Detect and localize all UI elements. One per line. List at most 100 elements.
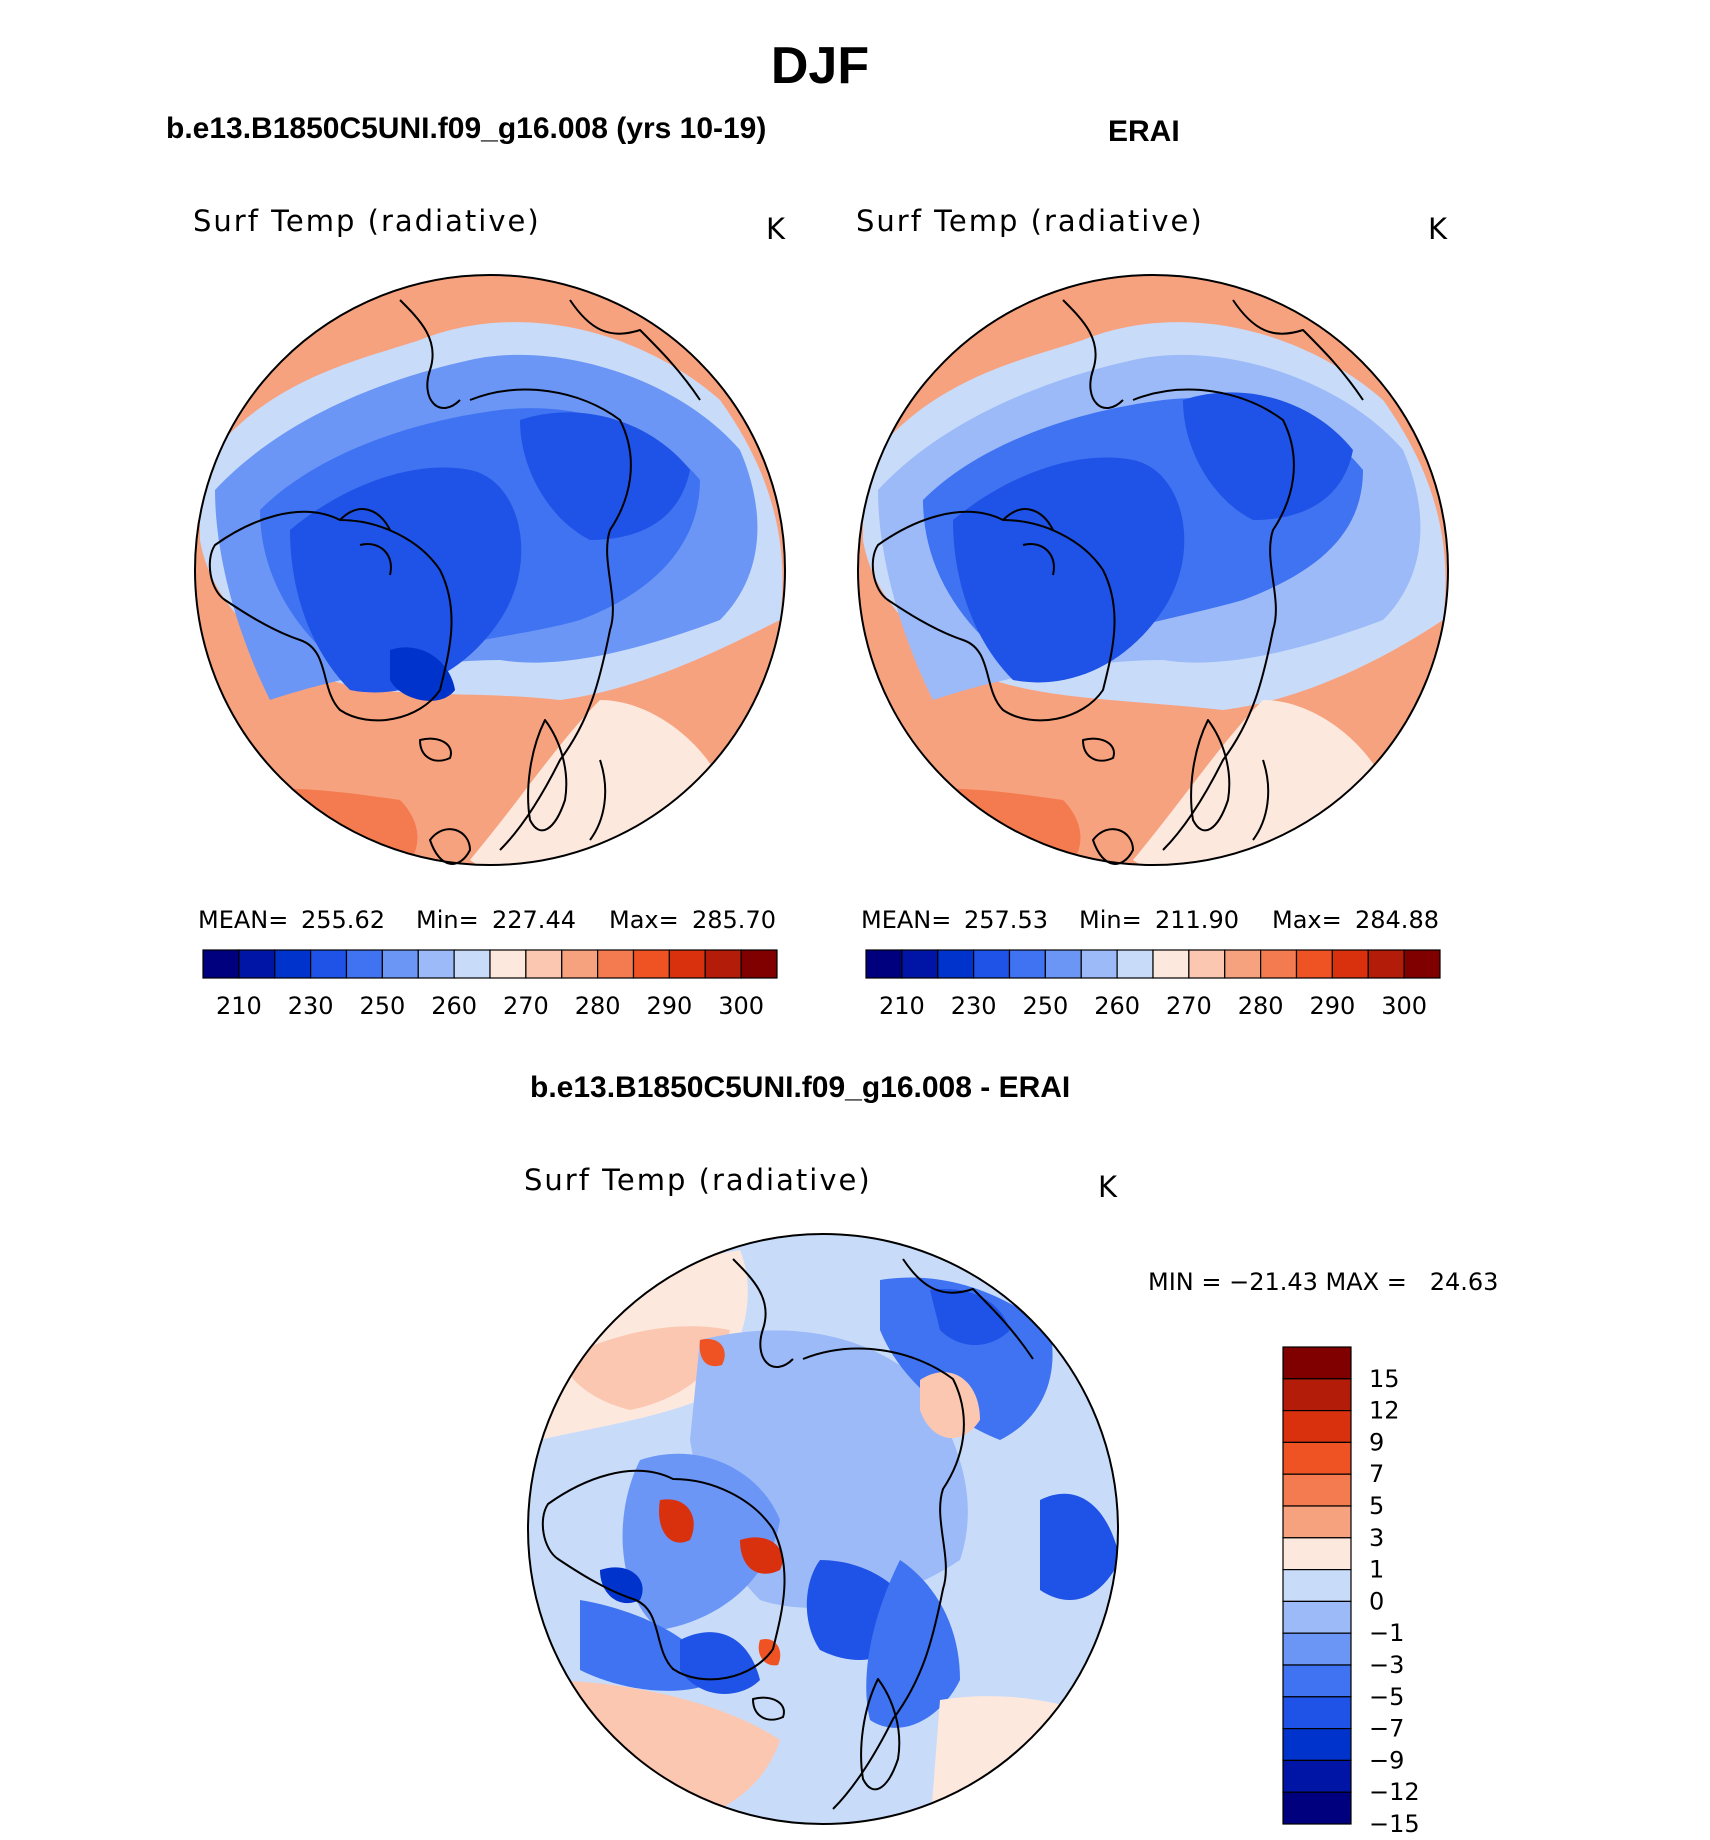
obs-colorbar-swatch <box>1295 949 1333 979</box>
obs-min-value: 211.90 <box>1155 906 1239 934</box>
diff-colorbar-tick-label: −7 <box>1369 1715 1404 1743</box>
obs-colorbar-swatch <box>973 949 1011 979</box>
model-colorbar-tick-label: 280 <box>575 992 621 1020</box>
obs-colorbar-tick-label: 210 <box>879 992 925 1020</box>
diff-colorbar-tick-label: 15 <box>1369 1365 1400 1393</box>
model-polar-map <box>194 274 786 866</box>
diff-colorbar-swatch <box>1282 1537 1352 1571</box>
obs-colorbar-swatch <box>1260 949 1298 979</box>
model-min-label: Min= <box>416 906 479 934</box>
obs-colorbar-tick-label: 230 <box>951 992 997 1020</box>
diff-colorbar-swatch <box>1282 1346 1352 1380</box>
model-min-value: 227.44 <box>492 906 576 934</box>
model-colorbar-swatch <box>238 949 276 979</box>
obs-colorbar-swatch <box>1224 949 1262 979</box>
obs-mean-value: 257.53 <box>964 906 1048 934</box>
model-variable-label: Surf Temp (radiative) <box>193 204 541 238</box>
model-colorbar-swatch <box>489 949 527 979</box>
diff-colorbar-tick-label: −15 <box>1369 1810 1420 1838</box>
model-max-value: 285.70 <box>692 906 776 934</box>
diff-colorbar-tick-label: −3 <box>1369 1651 1404 1679</box>
model-colorbar-swatch <box>525 949 563 979</box>
diff-case-title: b.e13.B1850C5UNI.f09_g16.008 - ERAI <box>530 1071 1071 1104</box>
obs-colorbar-swatch <box>1188 949 1226 979</box>
obs-mean-label: MEAN= <box>861 906 952 934</box>
diff-colorbar-tick-label: 7 <box>1369 1460 1384 1488</box>
obs-max-label: Max= <box>1272 906 1342 934</box>
obs-colorbar-swatch <box>1044 949 1082 979</box>
diff-colorbar-swatch <box>1282 1664 1352 1698</box>
obs-colorbar-swatch <box>1152 949 1190 979</box>
model-colorbar-swatch <box>740 949 778 979</box>
model-colorbar-swatch <box>597 949 635 979</box>
obs-case-title: ERAI <box>1108 115 1180 148</box>
diff-variable-label: Surf Temp (radiative) <box>524 1163 872 1197</box>
model-colorbar-swatch <box>274 949 312 979</box>
diff-colorbar-tick-label: 9 <box>1369 1428 1384 1456</box>
model-colorbar-swatch <box>417 949 455 979</box>
diff-polar-map <box>527 1233 1119 1825</box>
obs-colorbar-tick-label: 300 <box>1381 992 1427 1020</box>
diff-colorbar-tick-label: 5 <box>1369 1492 1384 1520</box>
obs-colorbar-tick-label: 250 <box>1022 992 1068 1020</box>
diff-colorbar-swatch <box>1282 1568 1352 1602</box>
obs-colorbar-tick-label: 290 <box>1309 992 1355 1020</box>
obs-polar-map <box>857 274 1449 866</box>
model-colorbar: 210 230 250 260 270 280 290 300 <box>202 949 778 1020</box>
diff-colorbar-tick-label: −9 <box>1369 1746 1404 1774</box>
diff-colorbar-swatch <box>1282 1696 1352 1730</box>
diff-colorbar-swatch <box>1282 1409 1352 1443</box>
model-colorbar-swatch <box>453 949 491 979</box>
model-colorbar-tick-label: 210 <box>216 992 262 1020</box>
diff-colorbar-swatch <box>1282 1473 1352 1507</box>
diff-colorbar: 15 12 9 7 5 3 1 0 −1 −3 −5 −7 −9 −12 −15 <box>1282 1346 1420 1838</box>
model-max-label: Max= <box>609 906 679 934</box>
obs-colorbar-tick-label: 260 <box>1094 992 1140 1020</box>
obs-min-label: Min= <box>1079 906 1142 934</box>
model-colorbar-tick-label: 260 <box>431 992 477 1020</box>
model-colorbar-swatch <box>704 949 742 979</box>
diff-colorbar-swatch <box>1282 1791 1352 1825</box>
diff-colorbar-tick-label: −1 <box>1369 1619 1404 1647</box>
diff-colorbar-swatch <box>1282 1378 1352 1412</box>
diff-colorbar-tick-label: 1 <box>1369 1556 1384 1584</box>
obs-colorbar: 210 230 250 260 270 280 290 300 <box>865 949 1441 1020</box>
obs-colorbar-swatch <box>1080 949 1118 979</box>
diff-colorbar-swatch <box>1282 1600 1352 1634</box>
obs-colorbar-tick-label: 280 <box>1238 992 1284 1020</box>
model-colorbar-swatch <box>202 949 240 979</box>
obs-colorbar-swatch <box>1367 949 1405 979</box>
diff-units-label: K <box>1098 1170 1120 1204</box>
model-units-label: K <box>766 212 788 246</box>
obs-colorbar-swatch <box>1403 949 1441 979</box>
model-colorbar-swatch <box>632 949 670 979</box>
season-title: DJF <box>770 37 870 95</box>
model-colorbar-swatch <box>310 949 348 979</box>
model-colorbar-tick-label: 270 <box>503 992 549 1020</box>
obs-colorbar-swatch <box>937 949 975 979</box>
obs-colorbar-swatch <box>1008 949 1046 979</box>
model-colorbar-swatch <box>381 949 419 979</box>
model-colorbar-swatch <box>668 949 706 979</box>
diff-colorbar-tick-label: −12 <box>1369 1778 1420 1806</box>
diff-minmax-text: MIN = −21.43 MAX = 24.63 <box>1148 1268 1499 1296</box>
diff-colorbar-swatch <box>1282 1759 1352 1793</box>
obs-colorbar-swatch <box>1116 949 1154 979</box>
model-colorbar-swatch <box>561 949 599 979</box>
model-mean-value: 255.62 <box>301 906 385 934</box>
diff-colorbar-swatch <box>1282 1505 1352 1539</box>
diff-colorbar-tick-label: 12 <box>1369 1397 1400 1425</box>
diff-colorbar-swatch <box>1282 1727 1352 1761</box>
model-colorbar-tick-label: 300 <box>718 992 764 1020</box>
model-mean-label: MEAN= <box>198 906 289 934</box>
obs-variable-label: Surf Temp (radiative) <box>856 204 1204 238</box>
obs-units-label: K <box>1428 212 1450 246</box>
obs-max-value: 284.88 <box>1355 906 1439 934</box>
model-colorbar-tick-label: 250 <box>359 992 405 1020</box>
obs-colorbar-swatch <box>901 949 939 979</box>
model-colorbar-swatch <box>345 949 383 979</box>
diff-colorbar-swatch <box>1282 1632 1352 1666</box>
model-colorbar-tick-label: 230 <box>288 992 334 1020</box>
obs-colorbar-swatch <box>1331 949 1369 979</box>
